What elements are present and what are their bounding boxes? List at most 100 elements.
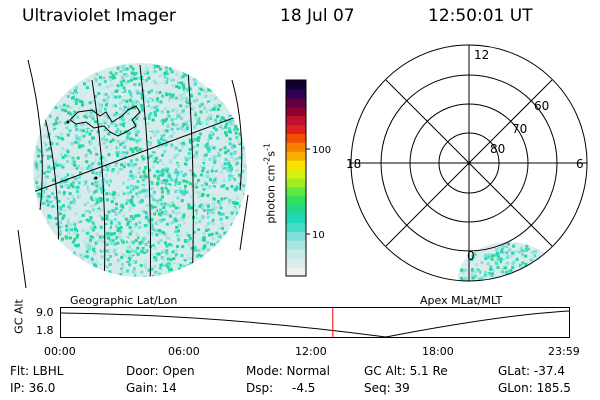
speckle-pixel xyxy=(45,199,49,203)
speckle-pixel xyxy=(127,145,131,149)
speckle-pixel xyxy=(60,225,64,229)
speckle-pixel xyxy=(145,193,149,197)
speckle-pixel xyxy=(51,209,55,213)
speckle-pixel xyxy=(53,162,57,166)
speckle-pixel xyxy=(143,176,147,180)
speckle-pixel xyxy=(185,187,189,191)
speckle-pixel xyxy=(103,128,107,132)
speckle-pixel xyxy=(118,264,122,268)
speckle-pixel xyxy=(81,256,85,260)
speckle-pixel xyxy=(166,108,169,112)
speckle-pixel xyxy=(530,256,534,260)
speckle-pixel xyxy=(117,146,120,150)
speckle-pixel xyxy=(99,238,103,242)
speckle-pixel xyxy=(220,116,224,120)
speckle-pixel xyxy=(232,216,236,220)
speckle-pixel xyxy=(69,220,73,224)
speckle-pixel xyxy=(65,149,69,153)
speckle-pixel xyxy=(193,174,197,178)
speckle-pixel xyxy=(71,185,75,189)
speckle-pixel xyxy=(125,250,129,253)
speckle-pixel xyxy=(114,207,118,211)
speckle-pixel xyxy=(219,235,223,239)
speckle-pixel xyxy=(129,84,133,88)
speckle-pixel xyxy=(489,267,492,271)
color-scale-cell xyxy=(286,249,306,259)
speckle-pixel xyxy=(182,106,186,110)
mlt-label-top: 12 xyxy=(474,48,489,62)
speckle-pixel xyxy=(68,226,72,229)
speckle-pixel xyxy=(186,192,190,196)
speckle-pixel xyxy=(174,190,178,194)
speckle-pixel xyxy=(145,170,149,174)
speckle-pixel xyxy=(217,183,221,187)
speckle-pixel xyxy=(105,217,109,221)
speckle-pixel xyxy=(73,163,77,167)
speckle-pixel xyxy=(82,250,86,254)
speckle-pixel xyxy=(135,266,139,270)
speckle-pixel xyxy=(61,147,65,151)
speckle-pixel xyxy=(524,288,527,290)
timeline-xtick: 06:00 xyxy=(168,345,200,358)
speckle-pixel xyxy=(192,154,195,158)
speckle-pixel xyxy=(133,185,136,189)
speckle-pixel xyxy=(483,273,487,277)
speckle-pixel xyxy=(129,184,133,188)
speckle-pixel xyxy=(113,218,117,221)
speckle-pixel xyxy=(105,252,109,256)
speckle-pixel xyxy=(242,158,246,162)
speckle-pixel xyxy=(185,119,189,123)
lat-label: 60 xyxy=(534,99,549,113)
speckle-pixel xyxy=(51,225,55,229)
speckle-pixel xyxy=(123,254,127,258)
speckle-pixel xyxy=(36,170,40,174)
speckle-pixel xyxy=(220,184,224,188)
speckle-pixel xyxy=(119,69,123,73)
speckle-pixel xyxy=(90,141,94,145)
speckle-pixel xyxy=(57,232,61,236)
speckle-pixel xyxy=(114,163,118,167)
speckle-pixel xyxy=(124,231,128,235)
speckle-pixel xyxy=(70,199,73,203)
speckle-pixel xyxy=(514,261,518,265)
speckle-pixel xyxy=(236,202,239,206)
speckle-pixel xyxy=(215,242,219,246)
speckle-pixel xyxy=(128,208,132,212)
speckle-pixel xyxy=(175,225,179,229)
speckle-pixel xyxy=(131,86,134,89)
speckle-pixel xyxy=(512,260,516,264)
speckle-pixel xyxy=(90,204,94,208)
speckle-pixel xyxy=(95,72,99,76)
speckle-pixel xyxy=(133,274,137,277)
speckle-pixel xyxy=(116,229,120,233)
speckle-pixel xyxy=(133,257,137,261)
speckle-pixel xyxy=(91,182,94,186)
speckle-pixel xyxy=(136,91,140,95)
speckle-pixel xyxy=(520,265,524,268)
speckle-pixel xyxy=(68,192,72,196)
speckle-pixel xyxy=(156,82,160,86)
speckle-pixel xyxy=(194,221,198,225)
speckle-pixel xyxy=(177,175,181,179)
speckle-pixel xyxy=(90,257,94,261)
speckle-pixel xyxy=(131,217,135,221)
speckle-pixel xyxy=(515,282,518,285)
speckle-pixel xyxy=(168,163,172,167)
speckle-pixel xyxy=(66,104,70,108)
speckle-pixel xyxy=(165,250,169,254)
speckle-pixel xyxy=(103,141,106,145)
speckle-pixel xyxy=(184,245,188,249)
speckle-pixel xyxy=(133,260,137,264)
speckle-pixel xyxy=(71,195,75,199)
speckle-pixel xyxy=(90,167,94,171)
speckle-pixel xyxy=(84,185,87,189)
speckle-pixel xyxy=(544,265,548,269)
speckle-pixel xyxy=(171,96,175,100)
speckle-pixel xyxy=(217,151,221,155)
speckle-pixel xyxy=(210,232,214,236)
speckle-pixel xyxy=(181,145,184,149)
speckle-pixel xyxy=(219,217,223,221)
speckle-pixel xyxy=(227,162,231,166)
speckle-pixel xyxy=(205,199,209,203)
speckle-pixel xyxy=(94,241,98,245)
